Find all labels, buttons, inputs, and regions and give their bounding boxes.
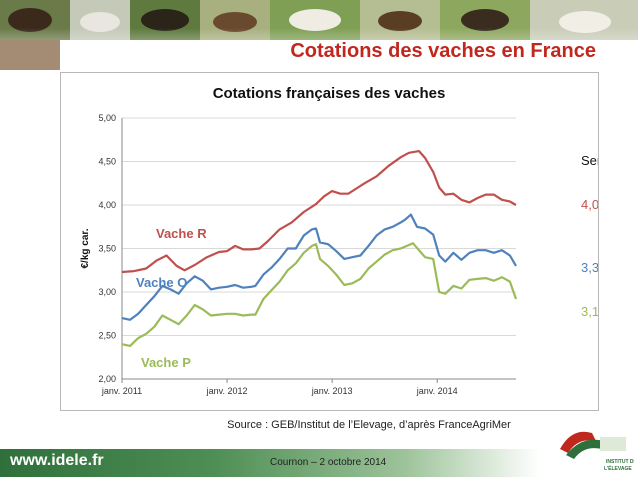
idele-logo: INSTITUT DE L’ÉLEVAGE xyxy=(552,419,637,477)
svg-text:INSTITUT DE: INSTITUT DE xyxy=(606,459,634,465)
y-tick-label: 3,00 xyxy=(98,287,116,297)
y-tick-label: 5,00 xyxy=(98,113,116,123)
event-label: Cournon – 2 octobre 2014 xyxy=(270,457,387,468)
website-link[interactable]: www.idele.fr xyxy=(10,452,104,469)
series-name-label: Vache P xyxy=(141,355,191,370)
y-tick-label: 2,00 xyxy=(98,374,116,384)
series-name-label: Vache O xyxy=(136,275,187,290)
series-line-vache-p xyxy=(121,242,518,347)
line-chart: Cotations françaises des vaches 2,00 2,50 3… xyxy=(80,85,598,396)
series-line-vache-o xyxy=(121,213,517,321)
x-tick-label: janv. 2013 xyxy=(311,386,353,396)
source-note: Source : GEB/Institut de l’Elevage, d’ap… xyxy=(227,419,511,431)
photo-banner xyxy=(0,0,638,76)
chart-frame: Cotations françaises des vaches 2,00 2,50 3… xyxy=(60,72,599,411)
y-axis-title: €/kg car. xyxy=(80,228,91,268)
svg-text:L’ÉLEVAGE: L’ÉLEVAGE xyxy=(604,464,632,472)
x-tick-label: janv. 2011 xyxy=(101,386,142,396)
livestock-photo-strip xyxy=(0,0,638,76)
y-tick-label: 2,50 xyxy=(98,331,116,341)
week-label: Sem. 39 xyxy=(581,153,598,168)
x-tick-label: janv. 2014 xyxy=(416,386,458,396)
end-value-label: 3,11 xyxy=(581,304,598,319)
series-line-vache-r xyxy=(121,150,517,274)
series-name-label: Vache R xyxy=(156,226,207,241)
slide-title: Cotations des vaches en France xyxy=(290,40,596,62)
y-tick-label: 3,50 xyxy=(98,244,116,254)
end-value-label: 3,30 xyxy=(581,260,598,275)
y-tick-label: 4,00 xyxy=(98,200,116,210)
end-value-label: 4,00 xyxy=(581,197,598,212)
x-tick-label: janv. 2012 xyxy=(206,386,248,396)
y-tick-label: 4,50 xyxy=(98,157,116,167)
footer-bar xyxy=(0,449,540,477)
chart-title: Cotations françaises des vaches xyxy=(213,85,446,102)
